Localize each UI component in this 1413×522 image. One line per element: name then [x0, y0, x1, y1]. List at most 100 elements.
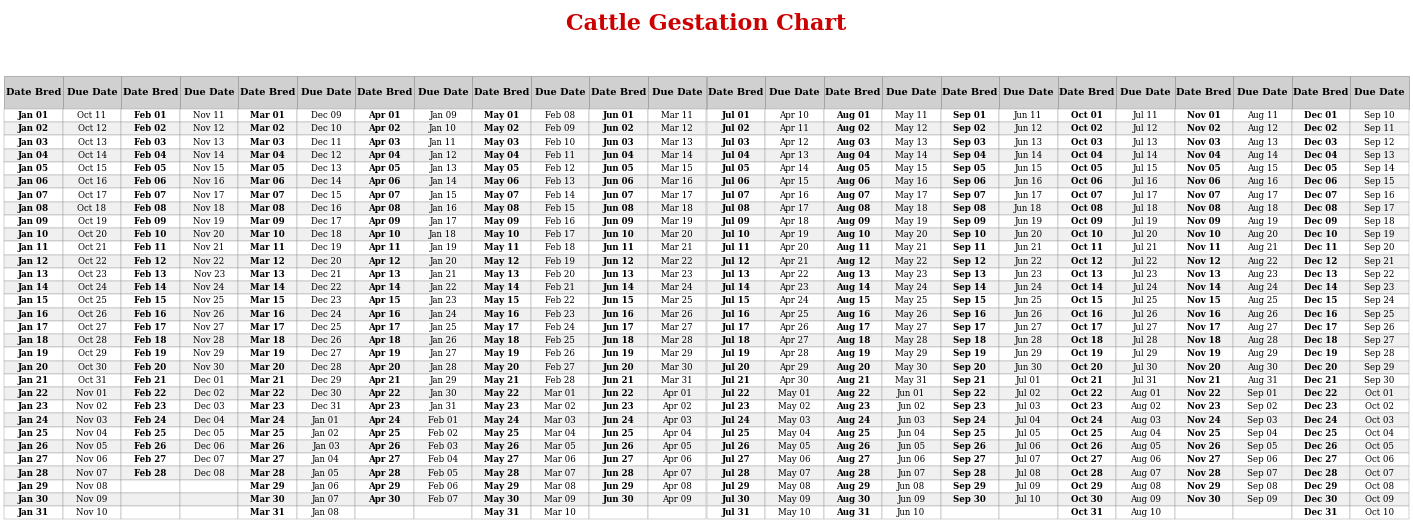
Text: Oct 27: Oct 27: [1071, 455, 1102, 464]
Text: Nov 17: Nov 17: [194, 191, 225, 199]
Text: Jul 24: Jul 24: [722, 416, 750, 424]
Text: Jul 19: Jul 19: [722, 349, 750, 359]
Text: Jun 30: Jun 30: [603, 495, 634, 504]
Text: Sep 18: Sep 18: [954, 336, 986, 345]
Text: Jan 23: Jan 23: [18, 402, 49, 411]
Text: Apr 30: Apr 30: [369, 495, 401, 504]
Text: Mar 01: Mar 01: [544, 389, 577, 398]
Text: May 09: May 09: [779, 495, 811, 504]
Text: Dec 12: Dec 12: [311, 151, 342, 160]
Text: Mar 18: Mar 18: [250, 336, 285, 345]
Text: Nov 01: Nov 01: [76, 389, 107, 398]
Text: Sep 01: Sep 01: [954, 111, 986, 120]
Text: Jun 14: Jun 14: [603, 283, 634, 292]
Text: Jan 04: Jan 04: [312, 455, 341, 464]
Text: Dec 19: Dec 19: [311, 243, 342, 253]
Text: Aug 13: Aug 13: [835, 270, 870, 279]
Text: Sep 30: Sep 30: [1365, 376, 1395, 385]
Text: Dec 30: Dec 30: [311, 389, 342, 398]
Text: Aug 24: Aug 24: [835, 416, 870, 424]
Text: Dec 04: Dec 04: [1304, 151, 1338, 160]
Text: Jun 29: Jun 29: [1015, 349, 1043, 359]
Text: Aug 09: Aug 09: [835, 217, 870, 226]
Text: Oct 10: Oct 10: [1365, 508, 1395, 517]
Text: Feb 06: Feb 06: [428, 482, 458, 491]
Text: Jan 31: Jan 31: [18, 508, 49, 517]
Text: Apr 29: Apr 29: [369, 482, 401, 491]
Text: Feb 23: Feb 23: [545, 310, 575, 318]
Text: Nov 30: Nov 30: [1187, 495, 1221, 504]
Text: Jun 04: Jun 04: [603, 151, 634, 160]
Text: Apr 10: Apr 10: [369, 230, 401, 239]
Text: Jul 28: Jul 28: [722, 469, 750, 478]
Text: Jul 31: Jul 31: [1133, 376, 1159, 385]
Text: Oct 27: Oct 27: [78, 323, 106, 332]
Text: Nov 07: Nov 07: [1187, 191, 1221, 199]
Text: Jun 21: Jun 21: [1015, 243, 1043, 253]
Text: Oct 15: Oct 15: [1071, 296, 1102, 305]
Text: Nov 05: Nov 05: [76, 442, 107, 451]
Text: Nov 12: Nov 12: [1187, 257, 1221, 266]
Text: Mar 02: Mar 02: [544, 402, 577, 411]
Text: Jul 04: Jul 04: [1016, 416, 1041, 424]
Text: Nov 16: Nov 16: [194, 177, 225, 186]
Text: Jul 14: Jul 14: [721, 283, 750, 292]
Text: Jun 22: Jun 22: [1015, 257, 1043, 266]
Text: Feb 02: Feb 02: [428, 429, 458, 438]
Text: Mar 21: Mar 21: [250, 376, 285, 385]
Text: Jul 11: Jul 11: [1133, 111, 1159, 120]
Text: Feb 14: Feb 14: [134, 283, 167, 292]
Text: Apr 05: Apr 05: [663, 442, 692, 451]
Text: Jul 02: Jul 02: [1016, 389, 1041, 398]
Text: Jun 07: Jun 07: [897, 469, 926, 478]
Text: Aug 25: Aug 25: [1248, 296, 1277, 305]
Text: Jul 21: Jul 21: [722, 376, 750, 385]
Text: Jun 18: Jun 18: [603, 336, 634, 345]
Text: Jan 15: Jan 15: [18, 296, 49, 305]
Text: Jul 21: Jul 21: [1133, 243, 1159, 253]
Text: Mar 03: Mar 03: [544, 416, 577, 424]
Text: Apr 08: Apr 08: [663, 482, 692, 491]
Text: Aug 27: Aug 27: [835, 455, 870, 464]
Text: Mar 27: Mar 27: [661, 323, 692, 332]
Text: Apr 24: Apr 24: [780, 296, 810, 305]
Text: Sep 01: Sep 01: [1248, 389, 1277, 398]
Text: Dec 26: Dec 26: [1304, 442, 1338, 451]
Text: Dec 24: Dec 24: [1304, 416, 1338, 424]
Text: Mar 28: Mar 28: [661, 336, 694, 345]
Text: Nov 12: Nov 12: [194, 124, 225, 133]
Text: Apr 21: Apr 21: [369, 376, 401, 385]
Text: Aug 11: Aug 11: [1246, 111, 1277, 120]
Text: Jan 05: Jan 05: [312, 469, 341, 478]
Text: Nov 02: Nov 02: [76, 402, 107, 411]
Text: Sep 29: Sep 29: [1365, 363, 1395, 372]
Text: Aug 24: Aug 24: [1248, 283, 1277, 292]
Text: Nov 20: Nov 20: [1187, 363, 1221, 372]
Text: Oct 25: Oct 25: [1071, 429, 1102, 438]
Text: Jan 08: Jan 08: [18, 204, 49, 213]
Text: Jun 12: Jun 12: [603, 257, 634, 266]
Text: Nov 24: Nov 24: [1187, 416, 1221, 424]
Text: Date Bred: Date Bred: [708, 88, 763, 97]
Text: Jun 16: Jun 16: [1015, 177, 1043, 186]
Text: Feb 25: Feb 25: [545, 336, 575, 345]
Text: Due Date: Due Date: [1121, 88, 1171, 97]
Text: May 03: May 03: [779, 416, 811, 424]
Text: Oct 03: Oct 03: [1071, 138, 1102, 147]
Text: Apr 14: Apr 14: [369, 283, 401, 292]
Text: Nov 19: Nov 19: [194, 217, 225, 226]
Text: Jan 25: Jan 25: [18, 429, 49, 438]
Text: Apr 12: Apr 12: [369, 257, 401, 266]
Text: Aug 18: Aug 18: [1246, 204, 1277, 213]
Text: Oct 07: Oct 07: [1071, 191, 1102, 199]
Text: Oct 13: Oct 13: [78, 138, 106, 147]
Text: Aug 30: Aug 30: [835, 495, 870, 504]
Text: Jun 06: Jun 06: [603, 177, 634, 186]
Text: May 10: May 10: [485, 230, 520, 239]
Text: Sep 02: Sep 02: [954, 124, 986, 133]
Text: Aug 09: Aug 09: [1130, 495, 1161, 504]
Text: Mar 16: Mar 16: [250, 310, 285, 318]
Text: May 05: May 05: [779, 442, 811, 451]
Text: Jul 23: Jul 23: [722, 402, 750, 411]
Text: Jan 03: Jan 03: [18, 138, 49, 147]
